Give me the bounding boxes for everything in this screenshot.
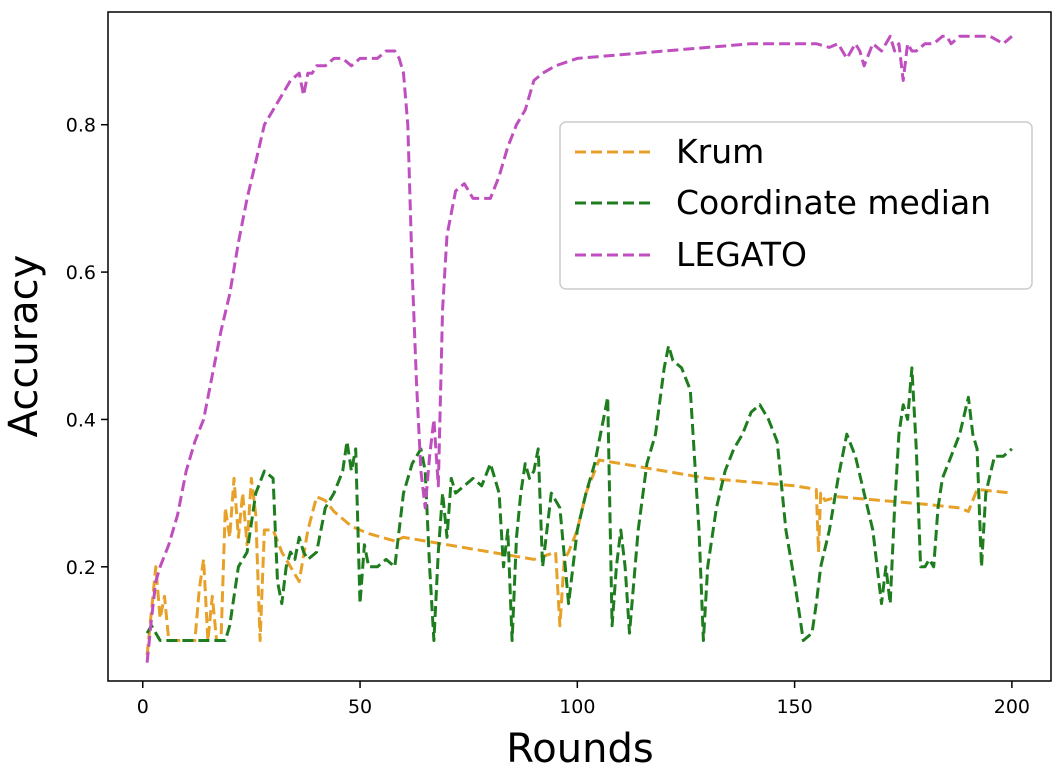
x-tick-label: 0 [137, 696, 149, 718]
legend: Krum Coordinate median LEGATO [559, 121, 1033, 290]
series-line-coordinate-median [145, 344, 1013, 642]
x-axis-title: Rounds [506, 726, 653, 769]
legend-box [559, 121, 1033, 290]
legend-label-legato: LEGATO [676, 235, 807, 274]
x-tick-label: 100 [559, 696, 595, 718]
y-tick-label: 0.2 [66, 557, 96, 579]
y-tick-label: 0.4 [66, 409, 96, 431]
legend-label-krum: Krum [676, 132, 764, 171]
x-tick-label: 50 [348, 696, 372, 718]
y-tick-label: 0.6 [66, 262, 96, 284]
y-axis-title: Accuracy [1, 255, 47, 438]
series-lines [145, 34, 1013, 663]
plot-frame [107, 11, 1052, 682]
axis-ticks: 0 50 100 150 200 0.2 0.4 0.6 0.8 [66, 115, 1030, 718]
y-tick-label: 0.8 [66, 115, 96, 137]
x-tick-label: 150 [776, 696, 812, 718]
series-line-legato [145, 34, 1013, 663]
legend-label-coordinate-median: Coordinate median [676, 183, 991, 222]
x-tick-label: 200 [994, 696, 1030, 718]
series-line-krum [145, 458, 1013, 656]
